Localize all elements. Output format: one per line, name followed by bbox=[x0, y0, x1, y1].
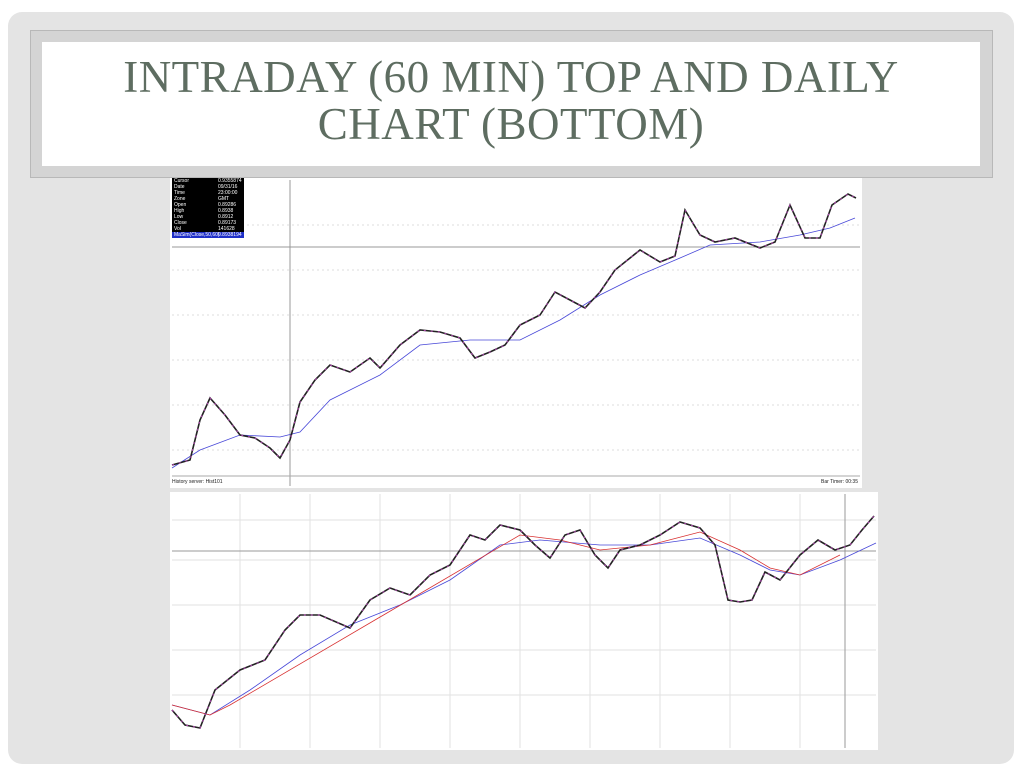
footer-right: Bar Timer: 00:35 bbox=[821, 479, 858, 485]
info-value: 0.89173 bbox=[218, 220, 237, 226]
moving-average bbox=[171, 217, 856, 469]
footer-left: History server: Hist101 bbox=[172, 479, 223, 485]
slide-title: INTRADAY (60 MIN) TOP AND DAILY CHART (B… bbox=[42, 42, 980, 166]
info-row: High 0.8938 bbox=[172, 208, 244, 214]
info-label: MaSim(Close,50,60) bbox=[174, 232, 220, 238]
price-series bbox=[171, 515, 875, 729]
info-value: 0.8938194 bbox=[218, 232, 242, 238]
info-value: 0.8912 bbox=[218, 214, 234, 220]
info-label: Close bbox=[174, 220, 187, 226]
info-label: Time bbox=[174, 190, 185, 196]
price-series bbox=[171, 193, 857, 466]
info-label: High bbox=[174, 208, 185, 214]
info-row: Close 0.89173 bbox=[172, 220, 244, 226]
title-line: INTRADAY (60 MIN) TOP AND DAILY bbox=[123, 52, 899, 102]
info-value: 0.8938 bbox=[218, 208, 234, 214]
moving-average bbox=[171, 537, 877, 716]
info-label: Low bbox=[174, 214, 184, 220]
info-value: 0.89286 bbox=[218, 202, 237, 208]
info-row: Date 09/31/16 bbox=[172, 184, 244, 190]
title-line: CHART (BOTTOM) bbox=[317, 99, 705, 149]
info-value: GMT bbox=[218, 196, 230, 202]
info-row: Cursor 0.9355874 bbox=[172, 178, 244, 184]
info-row: Low 0.8912 bbox=[172, 214, 244, 220]
info-label: Zone bbox=[174, 196, 186, 202]
info-value: 09/31/16 bbox=[218, 184, 238, 190]
info-value: 141628 bbox=[218, 226, 235, 232]
info-row: MaSim(Close,50,60) 0.8938194 bbox=[172, 232, 244, 238]
moving-average bbox=[171, 531, 841, 716]
bottom-grid bbox=[172, 494, 876, 748]
info-row: Vol 141628 bbox=[172, 226, 244, 232]
bottom-chart-bg bbox=[170, 492, 878, 750]
info-row: Open 0.89286 bbox=[172, 202, 244, 208]
info-label: Open bbox=[174, 202, 187, 208]
info-row: Zone GMT bbox=[172, 196, 244, 202]
info-value: 0.9355874 bbox=[218, 178, 242, 184]
top-chart-bg bbox=[170, 178, 862, 488]
info-value: 23:00:00 bbox=[218, 190, 238, 196]
info-row: Time 23:00:00 bbox=[172, 190, 244, 196]
info-label: Cursor bbox=[174, 178, 190, 184]
info-label: Date bbox=[174, 184, 185, 190]
info-label: Vol bbox=[174, 226, 181, 232]
info-box: Cursor 0.9355874 Date 09/31/16 Time 23:00:00 Z… bbox=[172, 178, 244, 238]
